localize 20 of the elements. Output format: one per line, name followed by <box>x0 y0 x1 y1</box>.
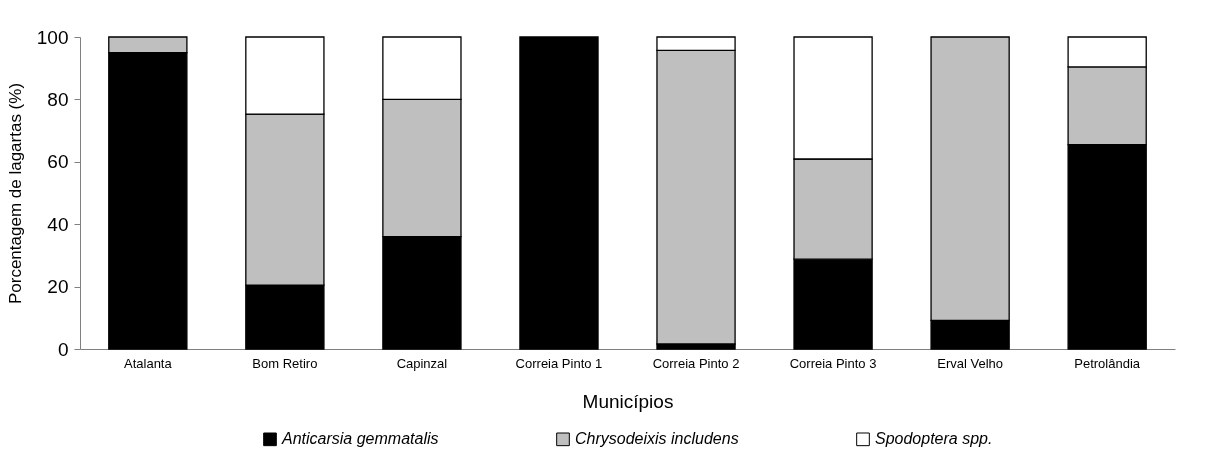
y-tick-label: 20 <box>47 276 69 298</box>
y-tick-label: 40 <box>47 213 69 235</box>
legend-label: Anticarsia gemmatalis <box>281 430 439 448</box>
x-tick-label: Correia Pinto 3 <box>789 355 877 371</box>
y-tick-label: 0 <box>57 338 69 360</box>
y-tick-label: 80 <box>47 88 69 110</box>
y-tick-label: 60 <box>47 151 69 173</box>
x-tick-label: Capinzal <box>396 355 448 371</box>
bar <box>519 36 599 350</box>
x-tick-label: Petrolândia <box>1074 355 1141 371</box>
x-tick-label: Correia Pinto 1 <box>515 355 603 371</box>
x-tick-label: Erval Velho <box>937 355 1003 371</box>
x-tick-label: Correia Pinto 2 <box>652 355 740 371</box>
legend-label: Spodoptera spp. <box>875 430 993 448</box>
y-tick-label: 100 <box>36 26 69 48</box>
legend-label: Chrysodeixis includens <box>575 430 739 448</box>
y-axis-title: Porcentagem de lagartas (%) <box>5 82 25 305</box>
x-tick-label: Bom Retiro <box>252 355 318 371</box>
x-tick-label: Atalanta <box>123 355 173 371</box>
x-axis-title: Municípios <box>582 390 674 412</box>
